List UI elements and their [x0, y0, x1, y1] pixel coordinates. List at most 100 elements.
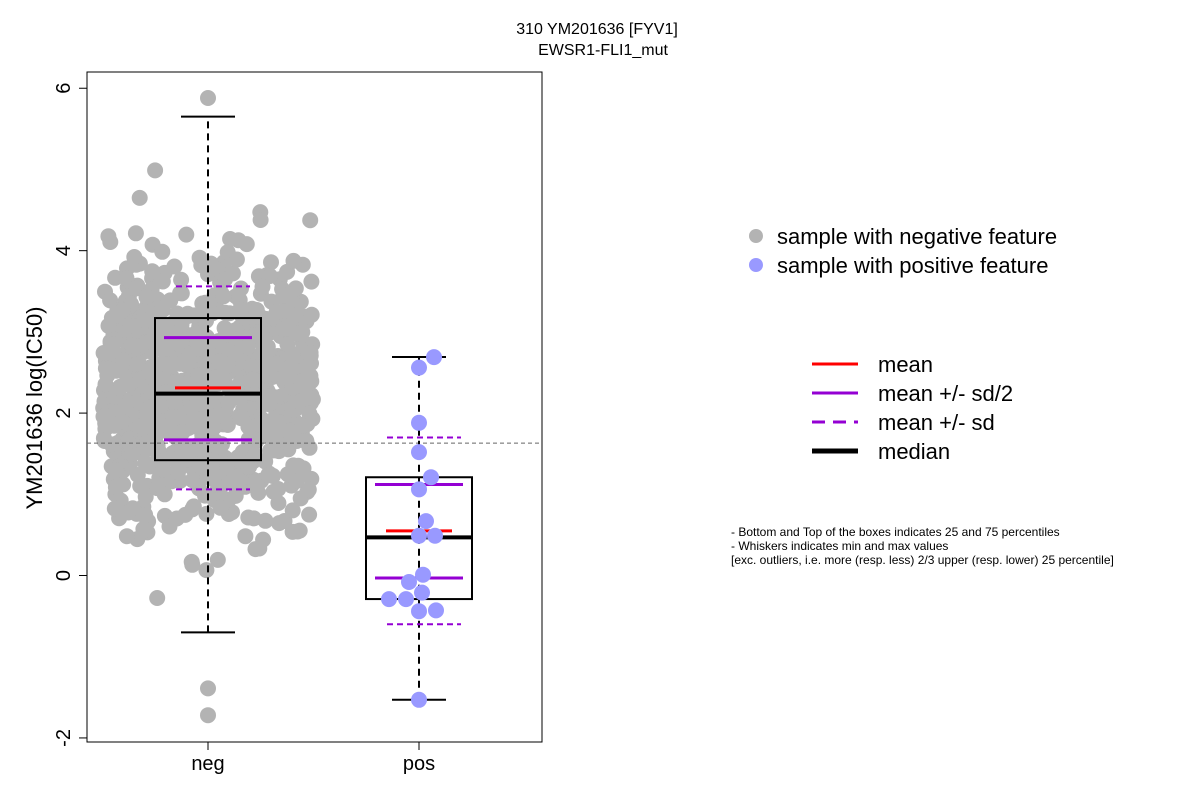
data-point-neg	[184, 556, 201, 573]
data-point-pos	[411, 691, 427, 708]
data-point-neg	[298, 359, 315, 376]
data-point-neg	[114, 302, 131, 319]
data-point-neg	[161, 518, 178, 535]
data-point-neg	[287, 307, 304, 324]
data-point-neg	[217, 304, 234, 321]
data-point-neg	[124, 446, 141, 462]
data-point-pos	[411, 414, 427, 431]
box-neg	[154, 317, 262, 462]
points-pos	[381, 349, 444, 708]
data-point-neg	[262, 389, 279, 406]
data-point-neg	[106, 500, 123, 517]
data-point-neg	[230, 388, 247, 405]
data-point-neg	[154, 301, 171, 318]
note-line-2: [exc. outliers, i.e. more (resp. less) 2…	[731, 553, 1114, 567]
data-point-neg	[257, 512, 274, 529]
data-point-neg	[166, 451, 182, 468]
data-point-neg	[262, 442, 278, 459]
chart-title-line-1: 310 YM201636 [FYV1]	[516, 21, 678, 38]
data-point-pos	[381, 591, 397, 608]
y-tick-label: 6	[53, 83, 75, 94]
legend-line-label-2: mean +/- sd	[878, 410, 995, 435]
data-point-neg	[278, 368, 295, 385]
data-point-neg	[232, 301, 249, 318]
data-point-neg	[118, 270, 135, 287]
data-point-neg	[103, 436, 120, 453]
data-point-neg	[294, 417, 311, 434]
note-line-0: - Bottom and Top of the boxes indicates …	[731, 525, 1060, 539]
data-point-neg	[263, 254, 279, 271]
data-point-neg	[97, 376, 114, 393]
data-point-neg	[138, 289, 155, 305]
data-point-neg	[290, 393, 307, 410]
data-point-neg	[172, 285, 189, 302]
data-point-pos	[411, 603, 427, 620]
data-point-neg	[264, 416, 281, 432]
data-point-neg	[107, 269, 124, 286]
data-point-neg	[252, 212, 269, 228]
x-tick-label-pos: pos	[403, 753, 435, 775]
data-point-neg	[255, 531, 272, 548]
boxplot-neg	[154, 115, 262, 634]
data-point-neg	[219, 459, 235, 476]
data-point-pos	[411, 444, 427, 461]
data-point-neg	[188, 441, 205, 457]
data-point-neg	[240, 509, 257, 526]
data-point-neg	[147, 162, 164, 179]
data-point-neg	[302, 344, 319, 361]
legend-label-0: sample with negative feature	[777, 224, 1057, 249]
data-point-neg	[170, 464, 186, 481]
data-point-neg	[114, 413, 131, 430]
data-point-neg	[121, 376, 138, 393]
data-point-neg	[298, 433, 315, 450]
outlier-point-neg	[200, 680, 216, 697]
data-point-neg	[119, 433, 136, 450]
data-point-neg	[198, 505, 215, 522]
data-point-neg	[155, 461, 171, 478]
data-point-neg	[144, 383, 161, 400]
data-point-neg	[293, 373, 309, 390]
data-point-neg	[169, 305, 186, 322]
y-tick-label: 2	[53, 408, 75, 419]
data-point-neg	[154, 273, 171, 290]
data-point-neg	[248, 302, 265, 318]
data-point-neg	[300, 481, 317, 498]
data-point-neg	[284, 523, 301, 540]
legend-line-label-1: mean +/- sd/2	[878, 381, 1013, 406]
data-point-pos	[398, 591, 414, 608]
data-point-neg	[270, 495, 287, 511]
data-point-neg	[239, 338, 256, 355]
data-point-neg	[228, 251, 245, 268]
data-point-neg	[203, 255, 219, 272]
plot-frame	[86, 71, 543, 743]
data-point-neg	[198, 562, 215, 579]
data-point-neg	[144, 263, 161, 280]
data-point-neg	[303, 273, 320, 290]
data-point-neg	[154, 243, 171, 260]
data-point-neg	[237, 528, 254, 545]
data-point-pos	[427, 527, 443, 544]
data-point-neg	[233, 409, 250, 426]
data-point-neg	[178, 226, 195, 243]
data-point-neg	[279, 336, 296, 353]
data-point-neg	[209, 551, 226, 568]
data-point-neg	[164, 412, 181, 429]
data-point-neg	[129, 467, 146, 483]
data-point-neg	[123, 337, 140, 354]
data-point-neg	[250, 484, 267, 501]
data-point-neg	[301, 405, 318, 422]
points-neg	[95, 89, 321, 724]
data-point-neg	[177, 506, 194, 523]
data-point-neg	[302, 212, 319, 229]
data-point-neg	[244, 371, 261, 388]
y-tick-label: 0	[53, 570, 75, 581]
chart-title: 310 YM201636 [FYV1] EWSR1-FLI1_mut	[516, 21, 678, 59]
data-point-neg	[184, 472, 201, 489]
data-point-neg	[208, 408, 225, 425]
data-point-neg	[216, 320, 233, 337]
plot-area: -2 0 2 4 6 neg pos	[53, 71, 543, 775]
data-point-neg	[190, 411, 206, 428]
data-point-neg	[212, 499, 229, 516]
data-point-neg	[194, 395, 211, 412]
